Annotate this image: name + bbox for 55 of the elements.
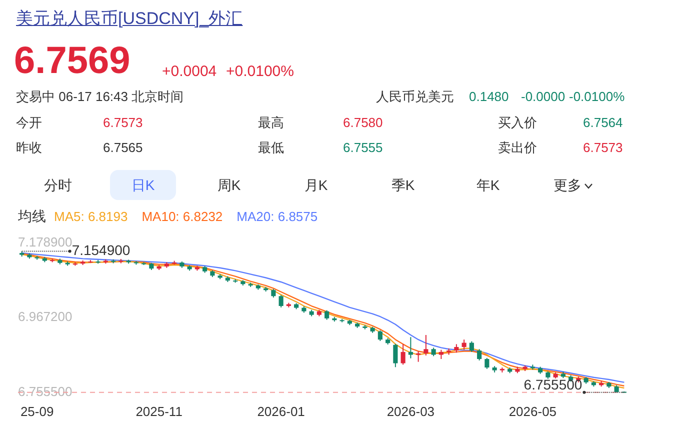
text: +0.0004	[162, 63, 217, 80]
candlestick	[469, 340, 474, 352]
text: 昨收	[16, 140, 42, 155]
text: MA10: 6.8232	[142, 209, 223, 224]
text: 6.7580	[343, 115, 383, 130]
candlestick	[393, 343, 398, 368]
text: 最低	[258, 140, 284, 155]
candlestick	[424, 334, 428, 356]
text: 6.7569	[14, 40, 130, 82]
text: 最高	[258, 115, 284, 130]
annotation: 7.154900	[72, 242, 130, 258]
text: 6.7564	[583, 115, 623, 130]
legend-title: 均线	[18, 208, 46, 224]
y-tick-label: 6.967200	[18, 309, 72, 324]
candlestick	[400, 344, 406, 366]
candlestick	[278, 294, 284, 308]
candlestick	[416, 350, 421, 362]
y-tick-label: 6.755500	[18, 384, 72, 399]
y-tick-label: 7.178900	[18, 234, 72, 250]
candlestick	[324, 310, 330, 320]
text: 6.7573	[583, 140, 623, 155]
text: 买入价	[498, 115, 537, 130]
text: 分时	[44, 177, 72, 193]
annotation: 6.755500	[524, 376, 582, 392]
candlestick	[484, 357, 490, 370]
x-tick-label: 2026-05	[508, 404, 557, 419]
text: 卖出价	[498, 140, 537, 155]
text: 今开	[16, 115, 42, 130]
candlestick	[438, 349, 444, 360]
text: 美元兑人民币[USDCNY]_外汇	[16, 9, 243, 28]
candlestick	[378, 330, 382, 342]
candlestick	[462, 339, 466, 350]
candlestick	[477, 348, 482, 361]
text: 年K	[476, 177, 500, 193]
text: -0.0100%	[569, 89, 625, 104]
text: 人民币兑美元	[376, 89, 454, 104]
x-tick-label: 25-09	[20, 404, 54, 419]
text: -0.0000	[521, 89, 566, 104]
text: 交易中 06-17 16:43 北京时间	[16, 89, 184, 104]
x-tick-label: 2026-01	[257, 404, 305, 419]
x-tick-label: 2025-11	[136, 404, 182, 419]
text: 6.7565	[103, 140, 143, 155]
candlestick	[408, 336, 413, 359]
text: MA20: 6.8575	[236, 209, 318, 224]
text: 6.7555	[343, 140, 383, 155]
text: 月K	[304, 177, 328, 193]
text: MA5: 6.8193	[54, 209, 128, 224]
text: 0.1480	[469, 89, 509, 104]
text: 季K	[391, 177, 415, 193]
text: 6.7573	[103, 115, 143, 130]
text: 周K	[217, 177, 241, 193]
x-tick-label: 2026-03	[386, 404, 435, 419]
text: 更多	[554, 177, 582, 193]
text: 日K	[131, 177, 155, 193]
text: +0.0100%	[226, 63, 294, 80]
